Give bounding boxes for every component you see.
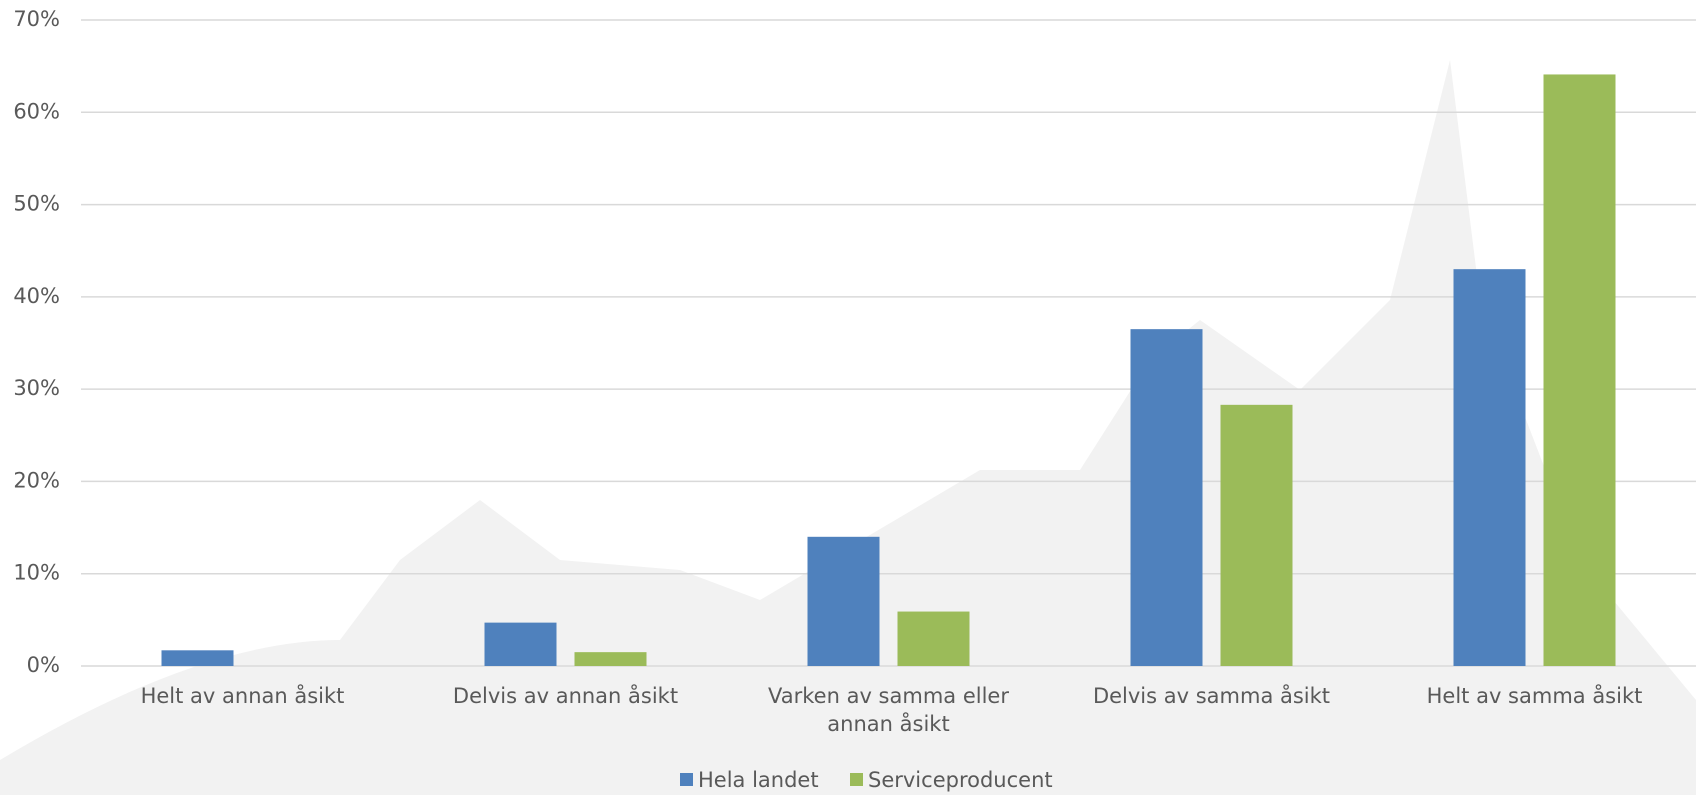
x-tick-label: Delvis av samma åsikt [1092, 684, 1331, 708]
bar [1543, 74, 1616, 667]
legend-swatch [680, 773, 693, 786]
y-tick-label: 0% [27, 653, 60, 677]
y-tick-label: 60% [13, 99, 60, 123]
x-tick-label: Helt av samma åsikt [1426, 684, 1643, 708]
bar [807, 536, 880, 666]
bar [574, 652, 647, 666]
legend-swatch [850, 773, 863, 786]
y-tick-label: 30% [13, 376, 60, 400]
bar [161, 650, 234, 666]
bar [1130, 329, 1203, 666]
legend-label: Serviceproducent [868, 768, 1053, 792]
x-tick-label: Delvis av annan åsikt [452, 684, 679, 708]
y-tick-label: 20% [13, 468, 60, 492]
bar [1453, 269, 1526, 666]
legend-label: Hela landet [698, 768, 819, 792]
bar [1220, 404, 1293, 666]
x-tick-label: Varken av samma eller annan åsikt [768, 684, 1009, 736]
y-tick-label: 40% [13, 284, 60, 308]
y-tick-label: 50% [13, 192, 60, 216]
y-tick-label: 70% [13, 7, 60, 31]
bar [484, 622, 557, 666]
bar [897, 611, 970, 666]
x-tick-label: Helt av annan åsikt [140, 684, 345, 708]
y-tick-label: 10% [13, 561, 60, 585]
